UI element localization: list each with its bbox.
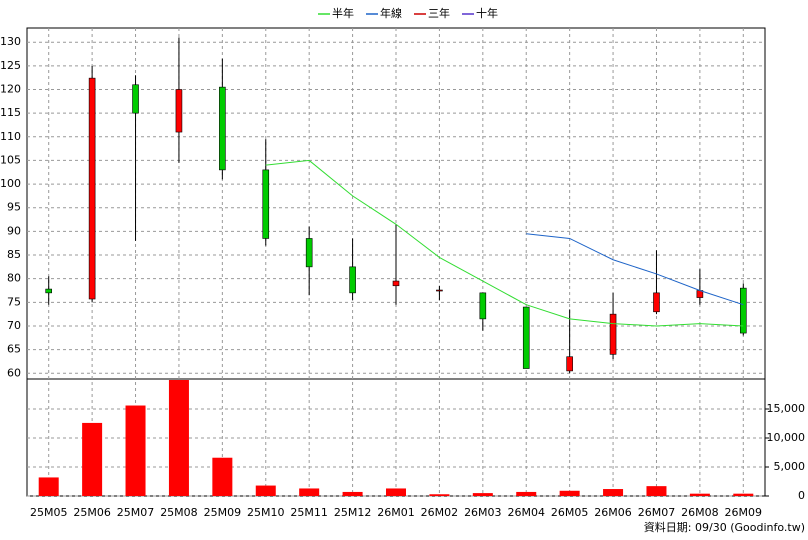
volume-bar <box>212 457 233 496</box>
legend-label: 年線 <box>380 6 402 20</box>
volume-bar <box>255 485 276 496</box>
candle-body <box>305 238 313 268</box>
y-tick-label: 110 <box>0 130 21 143</box>
candle-body <box>436 289 443 292</box>
y-tick-label: 115 <box>0 106 21 119</box>
candle-body <box>522 306 530 369</box>
line-series <box>265 159 744 327</box>
x-tick-label: 25M08 <box>160 506 198 519</box>
x-tick-label: 25M07 <box>117 506 155 519</box>
y-tick-label: 70 <box>7 319 21 332</box>
legend-label: 半年 <box>332 6 354 20</box>
candle-body <box>262 169 270 239</box>
candle-body <box>45 288 53 294</box>
legend-label: 十年 <box>476 6 498 20</box>
x-tick-label: 26M01 <box>377 506 415 519</box>
volume-bar <box>429 494 450 496</box>
candle-body <box>349 266 356 294</box>
volume-bar <box>689 493 710 496</box>
volume-bar <box>516 491 537 496</box>
candle-body <box>566 356 573 372</box>
volume-bar <box>125 405 146 496</box>
y2-tick-label: 10,000 <box>767 431 806 444</box>
candle-body <box>653 292 660 313</box>
x-tick-label: 26M02 <box>421 506 459 519</box>
volume-bar <box>559 490 580 496</box>
volume-bar <box>386 488 406 496</box>
y-tick-label: 105 <box>0 153 21 166</box>
volume-bar <box>299 488 320 496</box>
y2-tick-label: 15,000 <box>767 402 806 415</box>
volume-bar <box>168 380 189 496</box>
x-tick-label: 26M03 <box>464 506 502 519</box>
y-tick-label: 90 <box>7 224 21 237</box>
volume-bar <box>38 477 59 496</box>
y-tick-label: 80 <box>7 272 21 285</box>
candle-body <box>132 84 139 114</box>
y-tick-label: 65 <box>7 343 21 356</box>
y2-tick-label: 5,000 <box>774 460 806 473</box>
volume-bar <box>733 493 754 496</box>
y-tick-label: 120 <box>0 82 21 95</box>
y-tick-label: 95 <box>7 201 21 214</box>
y-tick-label: 85 <box>7 248 21 261</box>
volume-bar <box>472 493 493 496</box>
candle-body <box>219 86 226 171</box>
candle-body <box>392 280 400 287</box>
y-tick-label: 75 <box>7 295 21 308</box>
x-tick-label: 26M07 <box>638 506 676 519</box>
x-tick-label: 26M04 <box>507 506 545 519</box>
footnote: 資料日期: 09/30 (Goodinfo.tw) <box>644 520 805 534</box>
candle-body <box>88 77 96 300</box>
y2-tick-label: 0 <box>798 489 805 502</box>
x-tick-label: 26M05 <box>551 506 589 519</box>
legend-label: 三年 <box>428 6 450 20</box>
volume-bar <box>646 486 667 496</box>
y-tick-label: 125 <box>0 59 21 72</box>
line-series <box>526 233 744 306</box>
volume-bar <box>342 491 363 496</box>
volume-bar <box>82 422 103 496</box>
x-tick-label: 25M12 <box>334 506 372 519</box>
y-tick-label: 100 <box>0 177 21 190</box>
candle-body <box>609 313 617 355</box>
volume-bar <box>603 489 624 496</box>
x-tick-label: 25M06 <box>73 506 111 519</box>
candle-body <box>479 292 487 320</box>
x-tick-label: 25M05 <box>30 506 68 519</box>
y-tick-label: 60 <box>7 366 21 379</box>
candle-body <box>739 287 747 334</box>
x-tick-label: 26M08 <box>681 506 719 519</box>
x-tick-label: 26M06 <box>594 506 632 519</box>
x-tick-label: 26M09 <box>725 506 763 519</box>
candle-body <box>175 89 183 133</box>
y-tick-label: 130 <box>0 35 21 48</box>
x-tick-label: 25M10 <box>247 506 285 519</box>
x-tick-label: 25M09 <box>204 506 242 519</box>
x-tick-label: 25M11 <box>290 506 328 519</box>
